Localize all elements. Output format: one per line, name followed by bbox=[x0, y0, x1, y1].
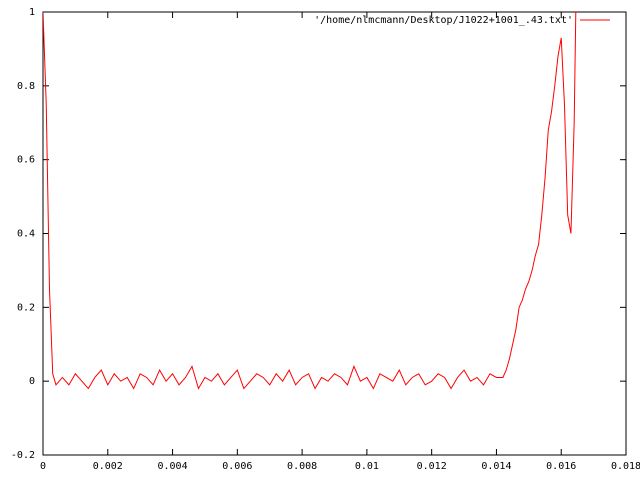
y-tick-label: 0 bbox=[29, 376, 35, 387]
legend-label: '/home/nlmcmann/Desktop/J1022+1001_.43.t… bbox=[314, 15, 573, 26]
x-tick-label: 0.004 bbox=[158, 461, 188, 472]
plot-border bbox=[42, 11, 627, 456]
x-tick-label: 0.008 bbox=[287, 461, 317, 472]
y-tick-label: -0.2 bbox=[11, 450, 35, 461]
y-tick-label: 0.6 bbox=[17, 155, 35, 166]
x-tick-label: 0.012 bbox=[417, 461, 447, 472]
y-tick-label: 0.8 bbox=[17, 81, 35, 92]
x-tick-label: 0.016 bbox=[546, 461, 576, 472]
data-line bbox=[43, 12, 577, 390]
x-tick-label: 0.01 bbox=[355, 461, 379, 472]
x-tick-label: 0.014 bbox=[481, 461, 511, 472]
x-tick-label: 0.002 bbox=[93, 461, 123, 472]
y-tick-label: 0.2 bbox=[17, 302, 35, 313]
y-tick-label: 1 bbox=[29, 7, 35, 18]
x-tick-label: 0 bbox=[40, 461, 46, 472]
x-tick-label: 0.006 bbox=[222, 461, 252, 472]
y-tick-label: 0.4 bbox=[17, 229, 35, 240]
x-tick-label: 0.018 bbox=[611, 461, 640, 472]
plot-area bbox=[43, 12, 577, 390]
